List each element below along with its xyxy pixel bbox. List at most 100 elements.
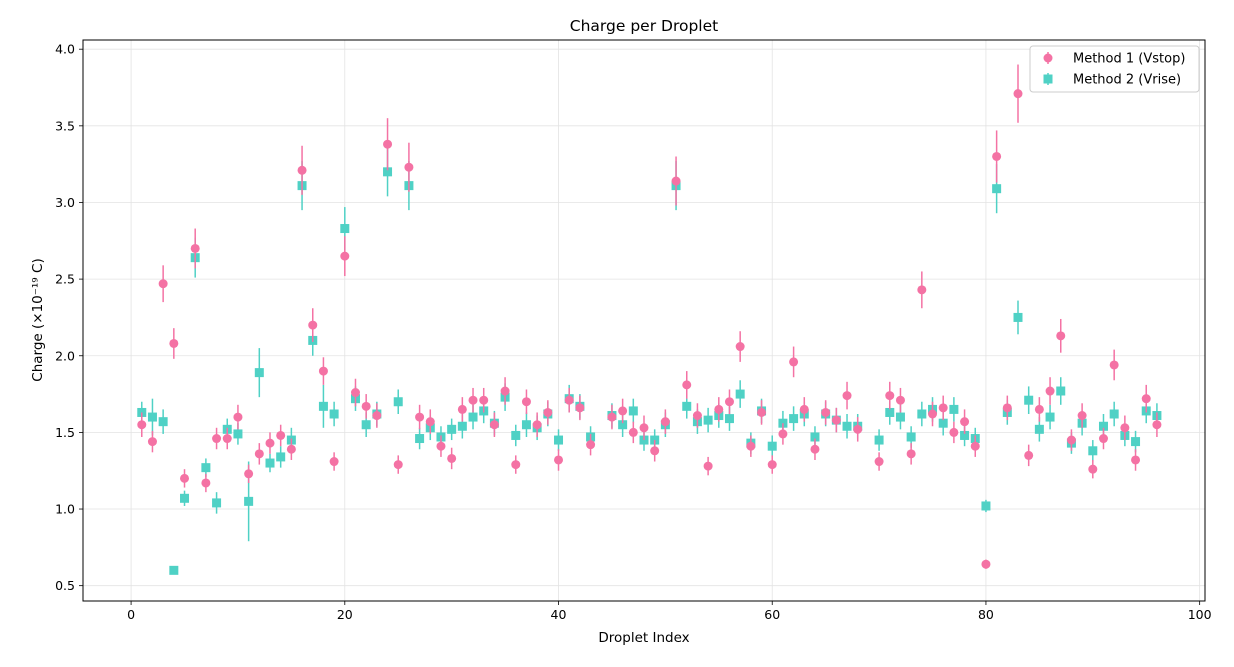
data-point xyxy=(607,412,617,422)
data-point xyxy=(660,417,670,427)
x-tick-label: 80 xyxy=(978,607,994,622)
data-point xyxy=(180,493,190,503)
data-point xyxy=(703,415,713,425)
data-point xyxy=(650,446,660,456)
data-point xyxy=(489,420,499,430)
data-point xyxy=(703,461,713,471)
data-point xyxy=(746,441,756,451)
data-point xyxy=(233,429,243,439)
y-tick-label: 3.0 xyxy=(55,195,75,210)
data-point xyxy=(212,434,222,444)
data-point xyxy=(340,224,350,234)
legend-box xyxy=(1029,45,1200,93)
y-tick-label: 0.5 xyxy=(55,578,75,593)
data-point xyxy=(169,338,179,348)
data-point xyxy=(682,380,692,390)
data-point xyxy=(1088,464,1098,474)
data-point xyxy=(1045,412,1055,422)
data-point xyxy=(329,409,339,419)
data-point xyxy=(767,460,777,470)
data-point xyxy=(735,342,745,352)
legend-marker-square xyxy=(1043,74,1053,84)
data-point xyxy=(1034,404,1044,414)
data-point xyxy=(1152,420,1162,430)
x-tick-label: 40 xyxy=(551,607,567,622)
data-point xyxy=(1024,395,1034,405)
x-tick-label: 60 xyxy=(764,607,780,622)
data-point xyxy=(457,421,467,431)
data-point xyxy=(564,395,574,405)
data-point xyxy=(885,391,895,401)
data-point xyxy=(992,151,1002,161)
data-point xyxy=(1024,450,1034,460)
data-point xyxy=(244,496,254,506)
data-point xyxy=(618,406,628,416)
data-point xyxy=(799,404,809,414)
data-point xyxy=(329,457,339,467)
data-point xyxy=(618,420,628,430)
data-point xyxy=(415,412,425,422)
data-point xyxy=(265,458,275,468)
data-point xyxy=(1013,89,1023,99)
data-point xyxy=(137,420,147,430)
data-point xyxy=(415,434,425,444)
y-axis-label: Charge (×10⁻¹⁹ C) xyxy=(30,258,46,381)
data-point xyxy=(500,386,510,396)
data-point xyxy=(254,449,264,459)
data-point xyxy=(917,285,927,295)
data-point xyxy=(286,444,296,454)
data-point xyxy=(201,463,211,473)
data-point xyxy=(682,401,692,411)
data-point xyxy=(372,411,382,421)
data-point xyxy=(393,460,403,470)
data-point xyxy=(938,403,948,413)
data-point xyxy=(457,404,467,414)
data-point xyxy=(1131,437,1141,447)
data-point xyxy=(447,424,457,434)
data-point xyxy=(586,440,596,450)
data-point xyxy=(757,407,767,417)
data-point xyxy=(1056,386,1066,396)
data-point xyxy=(468,395,478,405)
data-point xyxy=(361,420,371,430)
data-point xyxy=(949,404,959,414)
data-point xyxy=(554,435,564,445)
x-axis-label: Droplet Index xyxy=(598,630,689,646)
data-point xyxy=(521,397,531,407)
data-point xyxy=(724,397,734,407)
y-tick-label: 1.5 xyxy=(55,425,75,440)
data-point xyxy=(874,435,884,445)
y-tick-label: 3.5 xyxy=(55,118,75,133)
data-point xyxy=(521,420,531,430)
data-point xyxy=(895,412,905,422)
data-point xyxy=(511,430,521,440)
data-point xyxy=(511,460,521,470)
data-point xyxy=(147,437,157,447)
data-point xyxy=(468,412,478,422)
data-point xyxy=(1109,409,1119,419)
series-1 xyxy=(137,64,1162,569)
data-point xyxy=(1098,421,1108,431)
legend-item-method-1: Method 1 (Vstop) xyxy=(1043,52,1185,67)
data-point xyxy=(1013,312,1023,322)
data-point xyxy=(938,418,948,428)
data-point xyxy=(180,473,190,483)
data-point xyxy=(158,417,168,427)
data-point xyxy=(265,438,275,448)
data-point xyxy=(970,441,980,451)
data-point xyxy=(276,452,286,462)
data-point xyxy=(810,432,820,442)
data-point xyxy=(361,401,371,411)
data-point xyxy=(1141,394,1151,404)
data-point xyxy=(1131,455,1141,465)
y-tick-label: 2.5 xyxy=(55,272,75,287)
data-point xyxy=(895,395,905,405)
data-point xyxy=(724,414,734,424)
grid xyxy=(83,40,1205,601)
data-point xyxy=(735,389,745,399)
axes: 0 20 40 60 80 100 0.5 1.0 1.5 2.0 2.5 3.0 3.5 4.0 xyxy=(55,42,1212,622)
data-point xyxy=(1120,423,1130,433)
plot-frame xyxy=(82,39,1206,602)
data-point xyxy=(254,368,264,378)
data-point xyxy=(212,498,222,508)
